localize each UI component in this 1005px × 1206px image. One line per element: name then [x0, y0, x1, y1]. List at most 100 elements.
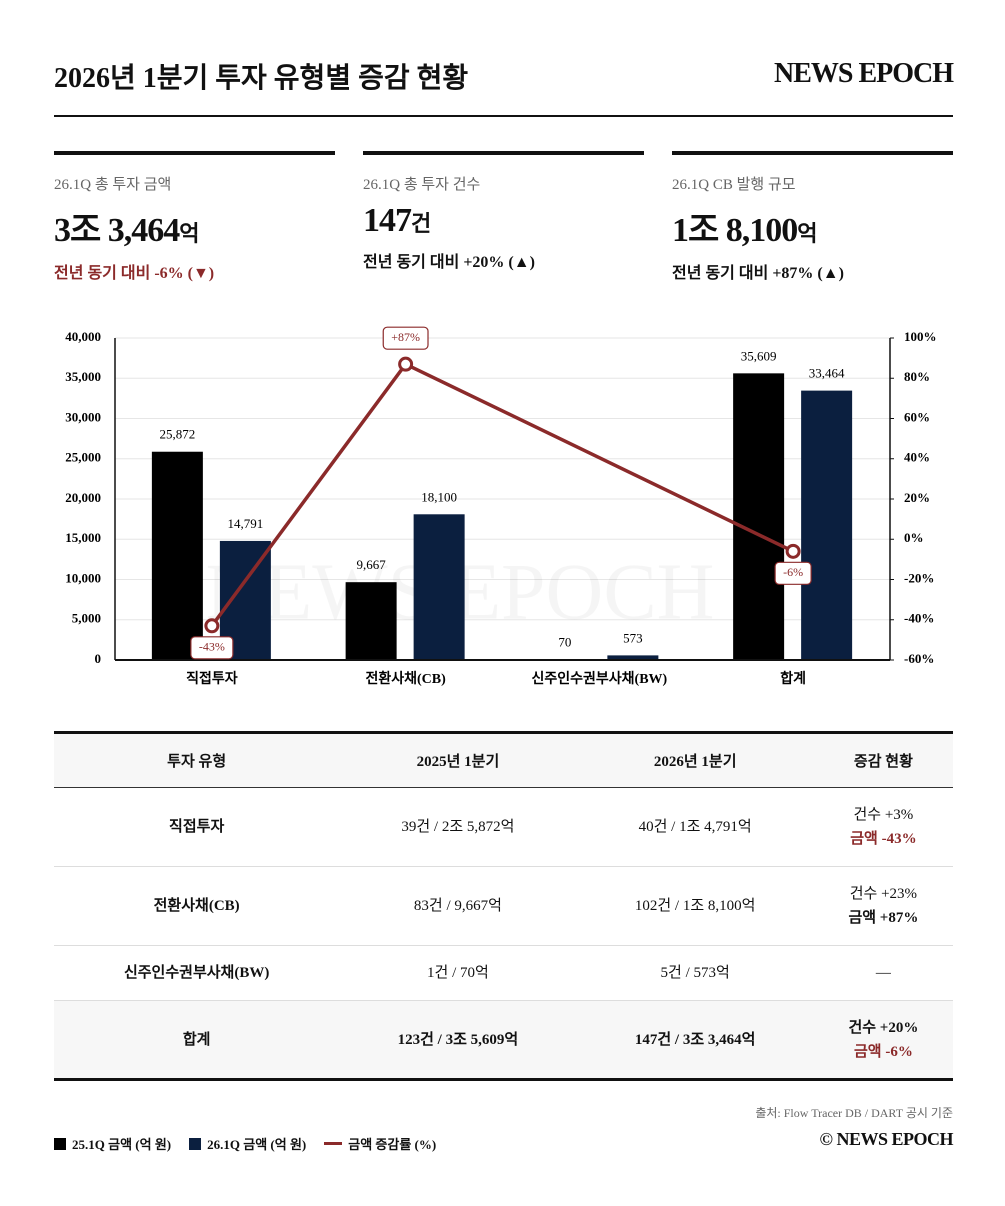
legend-label: 26.1Q 금액 (억 원)	[207, 1137, 307, 1152]
legend-swatch	[324, 1142, 343, 1145]
kpi-label: 26.1Q CB 발행 규모	[672, 177, 796, 193]
bar-label: 14,791	[228, 516, 264, 531]
copyright: © NEWS EPOCH	[819, 1129, 954, 1149]
cell: 5건 / 573억	[576, 945, 814, 1001]
legend-item: 26.1Q 금액 (억 원)	[189, 1134, 306, 1153]
line-marker	[204, 618, 220, 634]
legend-swatch	[189, 1137, 202, 1150]
cell: 123건 / 3조 5,609억	[339, 1000, 577, 1080]
bar	[607, 655, 659, 660]
cell: 102건 / 1조 8,100억	[576, 866, 814, 946]
cell: 건수 +20% 금액 -6%	[813, 1000, 953, 1080]
line-label-box	[774, 561, 812, 585]
cell: 39건 / 2조 5,872억	[339, 787, 577, 867]
kpi-card: 26.1Q 총 투자 금액 3조 3,464억 전년 동기 대비 -6% (▼)	[54, 151, 335, 283]
kpi-card: 26.1Q 총 투자 건수 147건 전년 동기 대비 +20% (▲)	[363, 151, 644, 272]
kpi-value: 147건	[363, 202, 644, 240]
bar	[413, 514, 465, 660]
legend: 25.1Q 금액 (억 원) 26.1Q 금액 (억 원) 금액 증감률 (%)	[54, 1134, 436, 1153]
th: 2025년 1분기	[339, 732, 577, 788]
kpi-number: 3조 3,464	[54, 212, 180, 249]
cell: 40건 / 1조 4,791억	[576, 787, 814, 867]
legend-label: 금액 증감률 (%)	[348, 1137, 437, 1152]
table-row: 직접투자 39건 / 2조 5,872억 40건 / 1조 4,791억 건수 …	[54, 787, 953, 867]
line-label-text: -6%	[783, 565, 803, 579]
y2-tick-label: 60%	[904, 409, 930, 424]
kpi-change: 전년 동기 대비 +87% (▲)	[672, 265, 844, 282]
change-count: 건수 +3%	[853, 807, 914, 823]
table: 투자 유형 2025년 1분기 2026년 1분기 증감 현황 직접투자 39건…	[54, 731, 953, 1081]
bar-label: 9,667	[357, 557, 387, 572]
y2-tick-label: -40%	[904, 611, 934, 626]
bar	[151, 451, 203, 660]
change-amount: 금액 +87%	[848, 910, 919, 926]
bar	[801, 390, 853, 660]
cell: 합계	[54, 1000, 340, 1080]
kpi-change: 전년 동기 대비 -6% (▼)	[54, 265, 215, 282]
bar-label: 573	[623, 630, 643, 645]
y2-tick-label: -20%	[904, 570, 934, 585]
kpi-card: 26.1Q CB 발행 규모 1조 8,100억 전년 동기 대비 +87% (…	[672, 151, 953, 283]
line-label-text: +87%	[391, 330, 420, 344]
kpi-number: 1조 8,100	[672, 212, 798, 249]
y-tick-label: 0	[95, 651, 102, 666]
kpi-value: 1조 8,100억	[672, 202, 953, 251]
bar	[345, 582, 397, 660]
y-tick-label: 30,000	[65, 409, 101, 424]
y-tick-label: 10,000	[65, 570, 101, 585]
line-label: -43%	[190, 636, 234, 660]
cell: 직접투자	[54, 787, 340, 867]
y-tick-label: 15,000	[65, 530, 101, 545]
bar	[733, 373, 785, 660]
kpi-unit: 억	[797, 221, 817, 246]
bar-label: 25,872	[160, 427, 196, 442]
kpi-label: 26.1Q 총 투자 건수	[363, 177, 481, 193]
th: 증감 현황	[813, 732, 953, 788]
line-label: +87%	[382, 326, 429, 350]
kpi-unit: 건	[411, 211, 431, 236]
line-label-text: -43%	[199, 640, 225, 654]
legend-label: 25.1Q 금액 (억 원)	[72, 1137, 172, 1152]
y2-tick-label: 0%	[904, 530, 924, 545]
y2-tick-label: -60%	[904, 651, 934, 666]
table-row: 신주인수권부사채(BW) 1건 / 70억 5건 / 573억 —	[54, 945, 953, 1001]
y2-tick-label: 40%	[904, 450, 930, 465]
x-tick-label: 직접투자	[186, 670, 238, 687]
kpi-change: 전년 동기 대비 +20% (▲)	[363, 254, 535, 271]
y-tick-label: 5,000	[72, 611, 101, 626]
table-row: 전환사채(CB) 83건 / 9,667억 102건 / 1조 8,100억 건…	[54, 866, 953, 946]
line-marker	[785, 543, 801, 559]
x-tick-label: 신주인수권부사채(BW)	[532, 670, 668, 687]
cell: 147건 / 3조 3,464억	[576, 1000, 814, 1080]
x-tick-label: 합계	[780, 670, 806, 687]
x-tick-label: 전환사채(CB)	[365, 670, 446, 687]
y2-tick-label: 80%	[904, 369, 930, 384]
cell: 83건 / 9,667억	[339, 866, 577, 946]
bar-label: 70	[558, 634, 571, 649]
kpi-number: 147	[363, 202, 412, 239]
table-row-total: 합계 123건 / 3조 5,609억 147건 / 3조 3,464억 건수 …	[54, 1000, 953, 1080]
line-label-box	[382, 326, 429, 350]
legend-item: 금액 증감률 (%)	[324, 1134, 436, 1153]
change-count: 건수 +23%	[849, 886, 918, 902]
cell: 건수 +23% 금액 +87%	[813, 866, 953, 946]
bar-label: 18,100	[421, 489, 457, 504]
y2-tick-label: 100%	[904, 329, 937, 344]
cell: —	[813, 945, 953, 1001]
cell: 1건 / 70억	[339, 945, 577, 1001]
chart: 0 5,000 10,000 15,000 20,000 25,000 30,000 35,0…	[65, 326, 937, 687]
th: 투자 유형	[54, 732, 340, 788]
change-amount: 금액 -43%	[850, 831, 917, 847]
source: 출처: Flow Tracer DB / DART 공시 기준	[755, 1106, 953, 1120]
change-count: 건수 +20%	[848, 1019, 919, 1036]
line-marker	[398, 356, 414, 372]
legend-swatch	[54, 1137, 66, 1150]
divider	[54, 115, 953, 117]
cell: 건수 +3% 금액 -43%	[813, 787, 953, 867]
title: 2026년 1분기 투자 유형별 증감 현황	[54, 63, 469, 94]
line-label: -6%	[774, 561, 812, 585]
y-tick-label: 25,000	[65, 450, 101, 465]
table-header: 투자 유형 2025년 1분기 2026년 1분기 증감 현황	[54, 732, 953, 788]
brand: NEWS EPOCH	[773, 58, 954, 89]
